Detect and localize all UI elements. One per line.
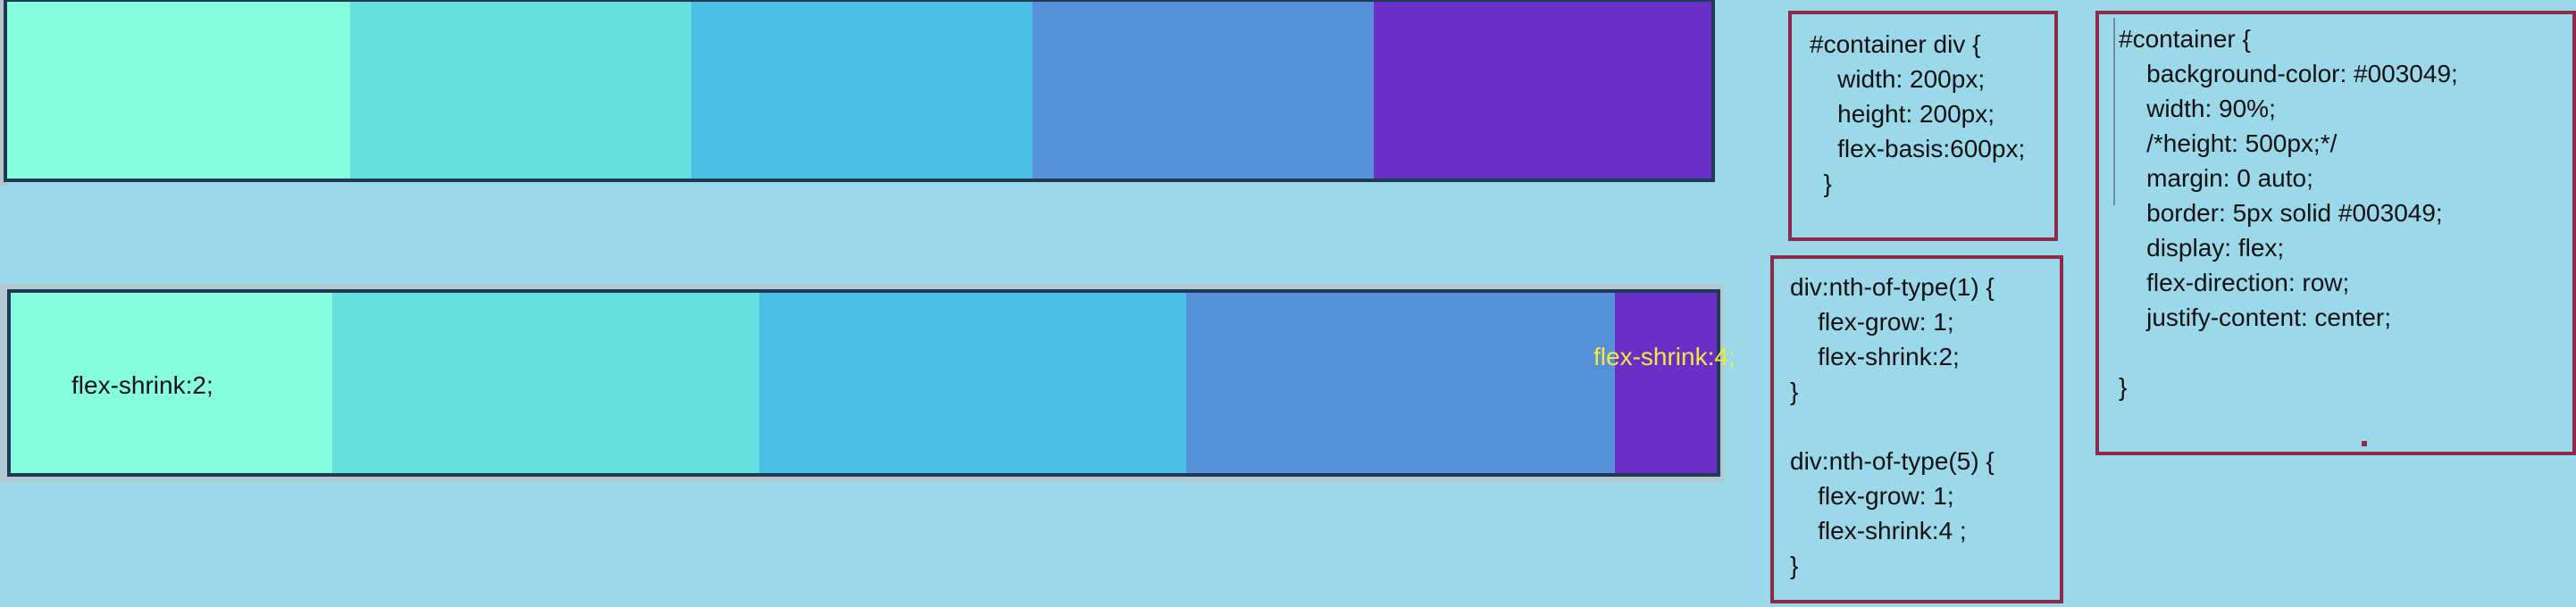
- code-line: display: flex;: [2119, 234, 2285, 262]
- code-line: background-color: #003049;: [2119, 60, 2458, 87]
- code-box-container[interactable]: #container { background-color: #003049; …: [2095, 11, 2576, 455]
- code-line: margin: 0 auto;: [2119, 164, 2313, 192]
- code-line: #container div {: [1810, 30, 1981, 58]
- bottom-flex-item-4: [1186, 293, 1615, 473]
- code-line: justify-content: center;: [2119, 304, 2392, 331]
- top-flex-item-1: [7, 2, 350, 179]
- bottom-flex-item-1: flex-shrink:2;: [11, 293, 332, 473]
- bottom-flex-item-2: [332, 293, 759, 473]
- code-line: flex-grow: 1;: [1790, 482, 1954, 510]
- code-line: border: 5px solid #003049;: [2119, 199, 2443, 227]
- bottom-flex-item-5: [1615, 293, 1717, 473]
- code-line: flex-direction: row;: [2119, 269, 2350, 296]
- top-flex-item-3: [691, 2, 1033, 179]
- code-line: height: 200px;: [1810, 100, 1995, 128]
- code-line: width: 90%;: [2119, 95, 2276, 122]
- code-line: div:nth-of-type(5) {: [1790, 447, 1995, 475]
- text-cursor: [2113, 18, 2115, 205]
- code-line: /*height: 500px;*/: [2119, 129, 2338, 157]
- bottom-flex-item-3: [759, 293, 1186, 473]
- code-line: }: [1810, 170, 1832, 197]
- code-line: [2119, 335, 2572, 370]
- code-box-container-div: #container div { width: 200px; height: 2…: [1788, 11, 2058, 241]
- code-line: }: [1790, 378, 1799, 405]
- code-line: #container {: [2119, 25, 2251, 53]
- code-line: flex-shrink:4 ;: [1790, 517, 1967, 545]
- top-flex-item-4: [1033, 2, 1374, 179]
- flex-shrink-4-label: flex-shrink:4;: [1593, 343, 1735, 370]
- top-flex-container: [4, 0, 1715, 182]
- bottom-flex-container: flex-shrink:2;: [7, 289, 1720, 477]
- top-flex-item-5: [1374, 2, 1711, 179]
- code-line: flex-grow: 1;: [1790, 308, 1954, 336]
- flex-shrink-2-label: flex-shrink:2;: [71, 371, 213, 399]
- code-line: flex-basis:600px;: [1810, 135, 2026, 162]
- code-line: width: 200px;: [1810, 65, 1986, 93]
- code-line: div:nth-of-type(1) {: [1790, 273, 1995, 301]
- resize-handle[interactable]: [2362, 441, 2367, 446]
- top-flex-item-2: [350, 2, 691, 179]
- code-line: flex-shrink:2;: [1790, 343, 1960, 370]
- code-line: }: [1790, 552, 1799, 579]
- code-box-nth-of-type: div:nth-of-type(1) { flex-grow: 1; flex-…: [1770, 255, 2063, 603]
- code-line: }: [2119, 373, 2128, 401]
- code-line: [1790, 409, 2060, 444]
